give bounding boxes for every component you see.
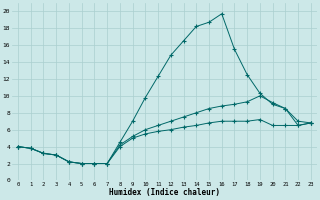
X-axis label: Humidex (Indice chaleur): Humidex (Indice chaleur) bbox=[109, 188, 220, 197]
